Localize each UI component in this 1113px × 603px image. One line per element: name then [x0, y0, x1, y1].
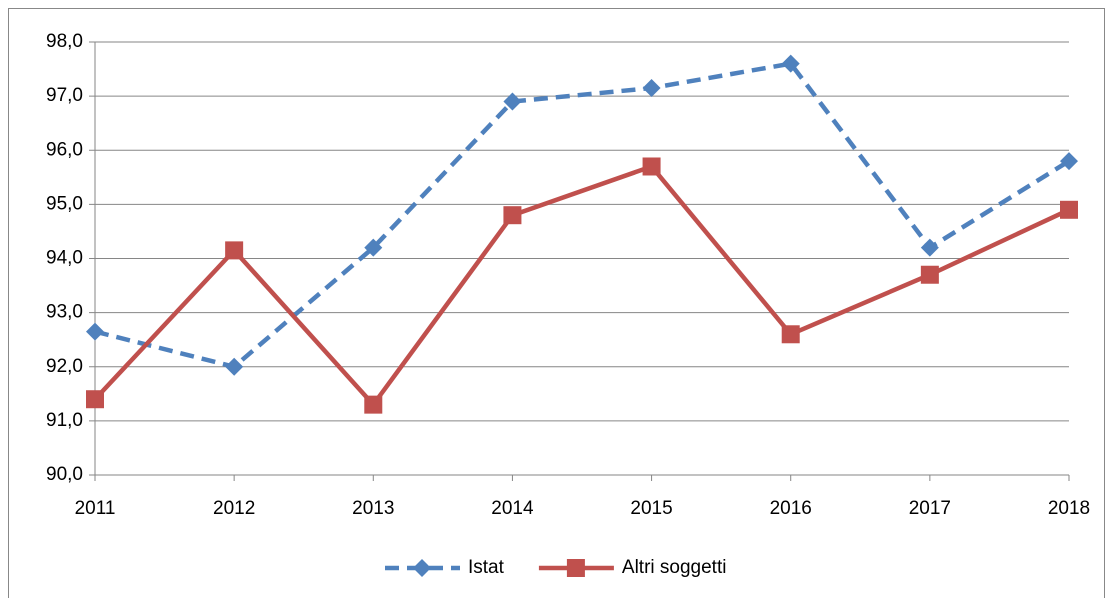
- marker: [642, 157, 661, 176]
- marker: [920, 238, 939, 257]
- x-tick-label: 2011: [75, 498, 116, 519]
- legend-marker: [413, 559, 431, 577]
- x-tick-label: 2017: [909, 498, 951, 519]
- x-tick-label: 2016: [770, 498, 812, 519]
- marker: [364, 395, 383, 414]
- series-line: [94, 61, 1071, 369]
- y-tick-label: 96,0: [46, 139, 83, 160]
- marker: [503, 92, 522, 111]
- x-tick-label: 2013: [352, 498, 394, 519]
- marker: [364, 238, 383, 257]
- chart-border: [8, 8, 1105, 599]
- marker: [86, 322, 104, 341]
- marker: [225, 241, 244, 260]
- marker: [86, 390, 104, 409]
- legend-label: Altri soggetti: [622, 557, 727, 578]
- marker: [781, 325, 800, 344]
- y-tick-label: 97,0: [46, 85, 83, 106]
- y-tick-label: 95,0: [46, 193, 83, 214]
- y-tick-label: 92,0: [46, 356, 83, 377]
- marker: [503, 206, 522, 225]
- legend-label: Istat: [468, 557, 505, 578]
- y-tick-label: 93,0: [46, 302, 83, 323]
- series-line: [93, 164, 1070, 407]
- y-tick-label: 98,0: [46, 31, 83, 52]
- y-tick-label: 94,0: [46, 248, 83, 269]
- x-tick-label: 2018: [1048, 498, 1090, 519]
- marker: [920, 265, 939, 284]
- x-tick-label: 2015: [630, 498, 672, 519]
- marker: [781, 54, 800, 73]
- marker: [1060, 200, 1078, 219]
- y-tick-label: 91,0: [46, 410, 83, 431]
- x-tick-label: 2012: [213, 498, 255, 519]
- legend-marker: [566, 559, 585, 577]
- x-tick-label: 2014: [491, 498, 534, 519]
- marker: [225, 357, 244, 376]
- marker: [642, 79, 661, 98]
- marker: [1060, 152, 1078, 171]
- y-tick-label: 90,0: [46, 464, 83, 485]
